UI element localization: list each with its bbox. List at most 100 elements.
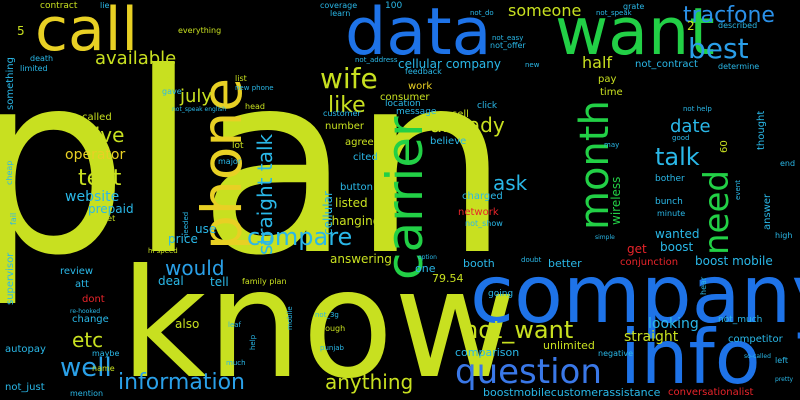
word: info — [620, 313, 761, 400]
word: left — [775, 356, 788, 365]
word: not help — [683, 105, 712, 113]
word: wife — [320, 62, 378, 95]
word: better — [548, 257, 582, 270]
word: answer — [762, 193, 773, 230]
word: available — [95, 48, 177, 69]
word: text — [78, 166, 122, 191]
word: give — [82, 123, 125, 147]
word: need — [697, 170, 737, 255]
word: straight talk — [253, 133, 277, 255]
word: cellular company — [398, 57, 501, 71]
word: help — [249, 334, 257, 350]
word: everything — [178, 26, 222, 35]
word: simple — [595, 234, 615, 241]
word: competitor — [728, 334, 783, 345]
word: answering — [330, 252, 392, 266]
word: determine — [718, 62, 760, 71]
word: july — [180, 86, 213, 107]
word: consumer — [380, 92, 430, 103]
word: new phone — [235, 84, 274, 92]
word: feedback — [405, 67, 442, 76]
word: change — [72, 314, 109, 325]
word: needed — [182, 211, 190, 238]
word: data — [345, 0, 492, 70]
word: fail — [9, 212, 18, 225]
word: listed — [335, 196, 368, 210]
word: death — [30, 54, 54, 63]
word: network — [458, 207, 499, 218]
word: operator — [65, 147, 126, 163]
word: re-hooked — [70, 308, 101, 315]
word: major — [218, 157, 242, 166]
word: not_contract — [635, 59, 698, 70]
word: question — [455, 352, 602, 392]
word: boost mobile — [695, 254, 773, 268]
word: name — [92, 364, 115, 373]
word: deal — [158, 274, 184, 288]
word: learn — [330, 9, 351, 18]
word: booth — [463, 257, 495, 270]
word: want — [555, 0, 715, 70]
word: called — [82, 112, 112, 123]
word: prepaid — [88, 202, 134, 216]
word: 5 — [17, 24, 25, 38]
word: comparison — [455, 346, 520, 359]
word: not_3g — [315, 311, 339, 319]
word: get — [627, 242, 647, 256]
word: not_show — [465, 219, 503, 228]
word: option — [418, 254, 437, 261]
word: not_do — [470, 9, 494, 17]
word: so-called — [744, 353, 771, 360]
word: maybe — [92, 349, 120, 358]
word: event — [734, 180, 742, 200]
word: not_easy — [492, 34, 524, 42]
word: good — [672, 134, 690, 142]
word: described — [718, 21, 758, 30]
word: company — [470, 248, 800, 341]
word: looking — [648, 316, 699, 332]
word: half — [582, 53, 613, 72]
word: mobile — [286, 306, 294, 330]
word: end — [780, 159, 796, 168]
word: thought — [756, 110, 767, 150]
word: dont — [82, 294, 105, 305]
word: website — [65, 189, 120, 205]
word: location — [385, 99, 421, 109]
word: cheap — [5, 160, 14, 185]
word: mention — [70, 389, 104, 398]
word: customer — [323, 109, 361, 118]
word: also — [175, 317, 200, 331]
word: going — [488, 289, 514, 299]
word: well — [60, 353, 112, 383]
word: conversationalist — [668, 387, 754, 398]
word: pretty — [775, 376, 794, 383]
word: new — [525, 61, 540, 69]
word: not_offer — [490, 41, 526, 50]
word: not_address — [355, 56, 398, 64]
word: dough — [320, 324, 346, 333]
word: wireless — [609, 176, 623, 225]
word: agree — [345, 137, 374, 148]
word: wanted — [655, 227, 700, 241]
word: 2 — [687, 19, 695, 33]
word: one — [415, 262, 436, 275]
word: 79.54 — [432, 272, 464, 285]
word: not_want — [463, 316, 574, 344]
word: lie — [100, 1, 110, 10]
word: lot — [232, 141, 244, 151]
word: negative — [598, 349, 633, 358]
word: like — [328, 93, 366, 118]
word: not_get — [85, 214, 116, 223]
word: not_speak — [596, 9, 632, 17]
word: not_just — [5, 382, 45, 393]
word: 100 — [385, 1, 403, 11]
word: something — [5, 57, 16, 110]
word: tracfone — [683, 3, 775, 28]
word: call — [35, 0, 139, 65]
word: someone — [508, 1, 582, 20]
word: unlimited — [543, 339, 595, 352]
word: cited — [353, 152, 378, 163]
word: gave — [162, 87, 182, 96]
word: straight — [624, 329, 679, 345]
word: 60 — [719, 140, 730, 153]
